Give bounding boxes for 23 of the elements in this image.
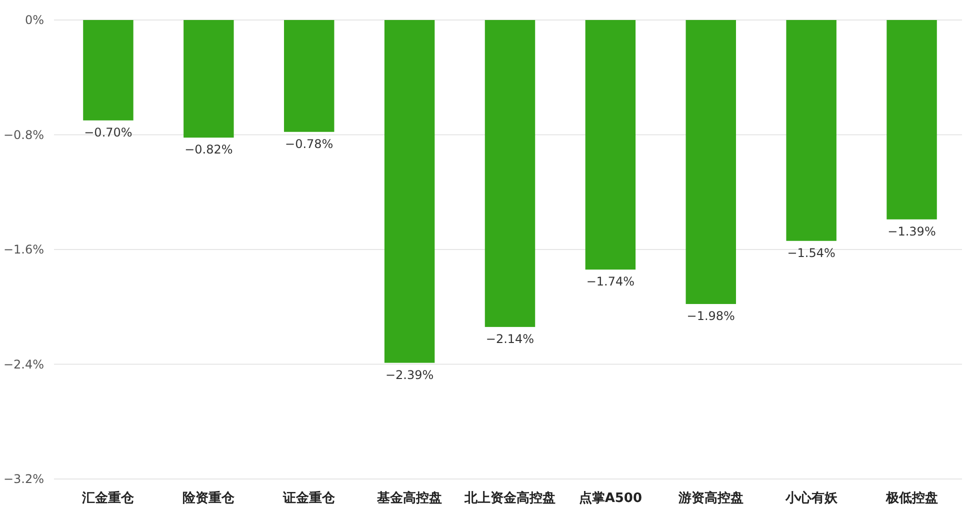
x-tick-label: 北上资金高控盘 [464, 490, 556, 506]
data-label: −1.98% [686, 309, 735, 324]
data-label: −2.14% [486, 332, 534, 346]
x-tick-label: 汇金重仓 [81, 490, 136, 506]
y-tick-label: −2.4% [3, 357, 44, 372]
data-label: −1.54% [787, 246, 836, 260]
y-tick-label: −1.6% [3, 242, 44, 257]
data-label: −2.39% [385, 368, 434, 382]
data-label: −1.39% [888, 224, 936, 238]
y-tick-label: −3.2% [3, 472, 44, 486]
x-tick-label: 极低控盘 [884, 491, 938, 506]
data-label: −0.70% [84, 125, 132, 140]
x-tick-label: 基金高控盘 [376, 490, 442, 506]
y-tick-label: −0.8% [3, 128, 44, 142]
x-tick-label: 点掌A500 [578, 490, 642, 506]
x-tick-label: 证金重仓 [282, 490, 336, 506]
x-tick-label: 游资高控盘 [677, 490, 744, 506]
x-tick-label: 险资重仓 [182, 490, 236, 506]
x-tick-label: 小心有妖 [784, 490, 838, 506]
data-label: −1.74% [586, 274, 635, 289]
y-tick-label: 0% [24, 13, 44, 28]
data-label: −0.78% [285, 136, 334, 151]
data-label: −0.82% [184, 142, 233, 157]
